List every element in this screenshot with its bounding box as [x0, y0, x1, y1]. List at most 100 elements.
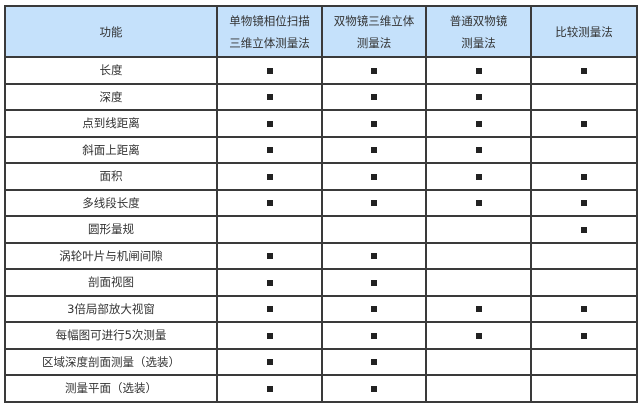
- supported-mark-icon: [475, 200, 482, 207]
- support-cell: [425, 374, 532, 403]
- supported-mark-icon: [266, 120, 273, 127]
- support-cell: [425, 188, 532, 217]
- support-cell: [425, 241, 532, 270]
- supported-mark-icon: [581, 173, 587, 180]
- supported-mark-icon: [581, 306, 587, 313]
- support-cell: [425, 162, 532, 191]
- feature-cell: 涡轮叶片与机闸间隙: [4, 241, 218, 270]
- support-cell: [216, 374, 323, 403]
- support-cell: [216, 215, 323, 244]
- supported-mark-icon: [266, 67, 273, 74]
- support-cell: [216, 135, 323, 164]
- support-cell: [321, 241, 427, 270]
- feature-cell: 区域深度剖面测量（选装）: [4, 347, 218, 376]
- feature-cell: 多线段长度: [4, 188, 218, 217]
- supported-mark-icon: [475, 94, 482, 101]
- supported-mark-icon: [371, 147, 377, 154]
- feature-cell: 剖面视图: [4, 268, 218, 297]
- support-cell: [425, 135, 532, 164]
- feature-cell: 测量平面（选装）: [4, 374, 218, 403]
- table-row: 每幅图可进行5次测量: [4, 321, 638, 350]
- feature-cell: 每幅图可进行5次测量: [4, 321, 218, 350]
- table-row: 圆形量规: [4, 215, 638, 244]
- support-cell: [321, 56, 427, 85]
- support-cell: [216, 241, 323, 270]
- support-cell: [425, 215, 532, 244]
- support-cell: [321, 268, 427, 297]
- support-cell: [321, 294, 427, 323]
- support-cell: [216, 188, 323, 217]
- table-row: 多线段长度: [4, 188, 638, 217]
- supported-mark-icon: [475, 67, 482, 74]
- supported-mark-icon: [266, 147, 273, 154]
- supported-mark-icon: [581, 120, 587, 127]
- supported-mark-icon: [371, 200, 377, 207]
- support-cell: [530, 188, 638, 217]
- support-cell: [425, 56, 532, 85]
- support-cell: [530, 321, 638, 350]
- supported-mark-icon: [371, 120, 377, 127]
- support-cell: [321, 374, 427, 403]
- support-cell: [321, 109, 427, 138]
- header-method: 普通双物镜 测量法: [425, 5, 532, 58]
- support-cell: [425, 294, 532, 323]
- support-cell: [530, 241, 638, 270]
- feature-cell: 长度: [4, 56, 218, 85]
- supported-mark-icon: [266, 94, 273, 101]
- support-cell: [321, 347, 427, 376]
- feature-cell: 斜面上距离: [4, 135, 218, 164]
- support-cell: [530, 135, 638, 164]
- table-row: 面积: [4, 162, 638, 191]
- supported-mark-icon: [475, 147, 482, 154]
- support-cell: [530, 215, 638, 244]
- supported-mark-icon: [475, 306, 482, 313]
- support-cell: [530, 56, 638, 85]
- header-method: 比较测量法: [530, 5, 638, 58]
- header-row: 功能 单物镜相位扫描 三维立体测量法 双物镜三维立体 测量法 普通双物镜 测量法 比较测…: [4, 5, 638, 58]
- support-cell: [425, 109, 532, 138]
- supported-mark-icon: [371, 359, 377, 366]
- table-row: 剖面视图: [4, 268, 638, 297]
- feature-cell: 面积: [4, 162, 218, 191]
- table-row: 区域深度剖面测量（选装）: [4, 347, 638, 376]
- supported-mark-icon: [371, 253, 377, 260]
- supported-mark-icon: [266, 173, 273, 180]
- support-cell: [530, 347, 638, 376]
- supported-mark-icon: [371, 94, 377, 101]
- table-row: 涡轮叶片与机闸间隙: [4, 241, 638, 270]
- measurement-comparison-table: 功能 单物镜相位扫描 三维立体测量法 双物镜三维立体 测量法 普通双物镜 测量法 比较测…: [4, 5, 638, 403]
- support-cell: [321, 82, 427, 111]
- support-cell: [530, 294, 638, 323]
- feature-cell: 3倍局部放大视窗: [4, 294, 218, 323]
- support-cell: [216, 268, 323, 297]
- table-row: 斜面上距离: [4, 135, 638, 164]
- supported-mark-icon: [266, 253, 273, 260]
- support-cell: [321, 321, 427, 350]
- supported-mark-icon: [581, 67, 587, 74]
- supported-mark-icon: [371, 67, 377, 74]
- supported-mark-icon: [266, 279, 273, 286]
- supported-mark-icon: [581, 332, 587, 339]
- supported-mark-icon: [371, 173, 377, 180]
- supported-mark-icon: [266, 306, 273, 313]
- supported-mark-icon: [266, 332, 273, 339]
- support-cell: [321, 188, 427, 217]
- support-cell: [425, 321, 532, 350]
- header-method: 双物镜三维立体 测量法: [321, 5, 427, 58]
- supported-mark-icon: [475, 173, 482, 180]
- feature-cell: 深度: [4, 82, 218, 111]
- supported-mark-icon: [266, 359, 273, 366]
- table-row: 测量平面（选装）: [4, 374, 638, 403]
- support-cell: [530, 268, 638, 297]
- table-row: 深度: [4, 82, 638, 111]
- support-cell: [216, 294, 323, 323]
- supported-mark-icon: [371, 279, 377, 286]
- support-cell: [425, 268, 532, 297]
- supported-mark-icon: [266, 385, 273, 392]
- support-cell: [216, 109, 323, 138]
- supported-mark-icon: [371, 385, 377, 392]
- supported-mark-icon: [475, 332, 482, 339]
- feature-cell: 圆形量规: [4, 215, 218, 244]
- supported-mark-icon: [581, 226, 587, 233]
- table-row: 点到线距离: [4, 109, 638, 138]
